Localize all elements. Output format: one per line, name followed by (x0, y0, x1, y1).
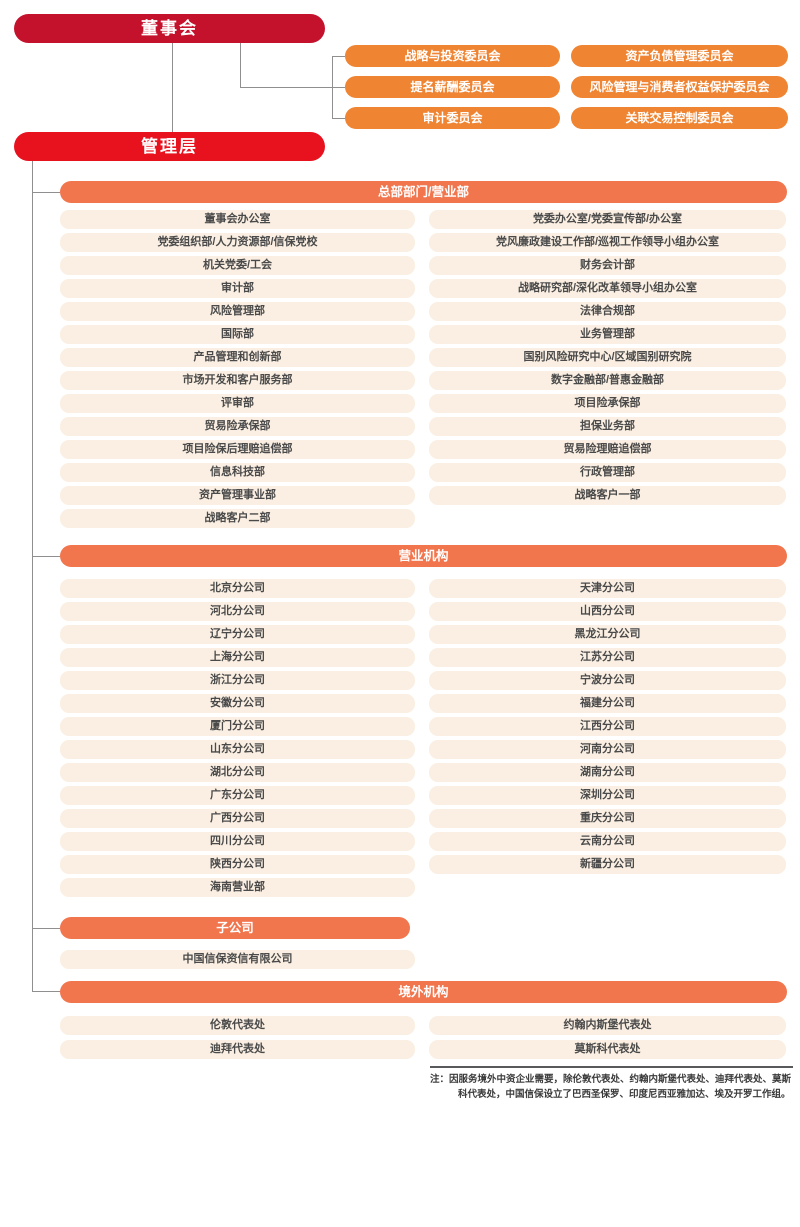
org-item-box: 约翰内斯堡代表处 (429, 1016, 786, 1035)
org-item-box: 风险管理部 (60, 302, 415, 321)
org-item-box: 深圳分公司 (429, 786, 786, 805)
org-item-box: 福建分公司 (429, 694, 786, 713)
committee-row1-stub-line (332, 56, 345, 57)
org-item-box: 财务会计部 (429, 256, 786, 275)
org-item-box: 北京分公司 (60, 579, 415, 598)
org-item-box: 山东分公司 (60, 740, 415, 759)
org-item-box: 云南分公司 (429, 832, 786, 851)
board-committees-drop-line (240, 43, 241, 87)
org-item-box: 江苏分公司 (429, 648, 786, 667)
org-item-box: 董事会办公室 (60, 210, 415, 229)
org-item-box: 国别风险研究中心/区域国别研究院 (429, 348, 786, 367)
committee-box: 提名薪酬委员会 (345, 76, 560, 98)
org-item-box: 市场开发和客户服务部 (60, 371, 415, 390)
org-item-box: 安徽分公司 (60, 694, 415, 713)
committee-row3-stub-line (332, 118, 345, 119)
org-item-box: 担保业务部 (429, 417, 786, 436)
board-committees-horizontal-line (240, 87, 345, 88)
org-item-box: 资产管理事业部 (60, 486, 415, 505)
org-item-box: 党委组织部/人力资源部/信保党校 (60, 233, 415, 252)
hq-right-column: 党委办公室/党委宣传部/办公室 党风廉政建设工作部/巡视工作领导小组办公室 财务会计… (429, 210, 786, 505)
org-item-box: 河南分公司 (429, 740, 786, 759)
org-item-box: 厦门分公司 (60, 717, 415, 736)
board-box: 董事会 (14, 14, 325, 43)
org-item-box: 数字金融部/普惠金融部 (429, 371, 786, 390)
org-item-box: 宁波分公司 (429, 671, 786, 690)
trunk-line (32, 160, 33, 992)
org-item-box: 战略客户一部 (429, 486, 786, 505)
footnote-divider (430, 1066, 793, 1068)
org-item-box: 贸易险承保部 (60, 417, 415, 436)
section-overseas: 境外机构 伦敦代表处迪拜代表处 约翰内斯堡代表处 莫斯科代表处 (60, 981, 787, 1061)
org-item-box: 中国信保资信有限公司 (60, 950, 415, 969)
org-item-box: 国际部 (60, 325, 415, 344)
org-item-box: 河北分公司 (60, 602, 415, 621)
section-branches-header: 营业机构 (60, 545, 787, 567)
branches-left-column: 北京分公司河北分公司辽宁分公司上海分公司浙江分公司安徽分公司厦门分公司山东分公司… (60, 579, 415, 897)
section-subsidiaries-header: 子公司 (60, 917, 410, 939)
overseas-stub-line (32, 991, 60, 992)
org-item-box: 迪拜代表处 (60, 1040, 415, 1059)
org-item-box: 机关党委/工会 (60, 256, 415, 275)
committee-box: 风险管理与消费者权益保护委员会 (571, 76, 788, 98)
org-item-box: 审计部 (60, 279, 415, 298)
org-item-box: 黑龙江分公司 (429, 625, 786, 644)
org-item-box: 天津分公司 (429, 579, 786, 598)
org-item-box: 上海分公司 (60, 648, 415, 667)
committee-box: 资产负债管理委员会 (571, 45, 788, 67)
org-item-box: 海南营业部 (60, 878, 415, 897)
committee-box: 审计委员会 (345, 107, 560, 129)
org-item-box: 行政管理部 (429, 463, 786, 482)
org-item-box: 广东分公司 (60, 786, 415, 805)
footnote-body: 因服务境外中资企业需要，除伦敦代表处、约翰内斯堡代表处、迪拜代表处、莫斯科代表处… (449, 1074, 792, 1100)
footnote-prefix: 注： (430, 1074, 450, 1085)
org-item-box: 信息科技部 (60, 463, 415, 482)
org-item-box: 重庆分公司 (429, 809, 786, 828)
subsidiaries-stub-line (32, 928, 60, 929)
org-item-box: 山西分公司 (429, 602, 786, 621)
org-item-box: 伦敦代表处 (60, 1016, 415, 1035)
org-item-box: 战略研究部/深化改革领导小组办公室 (429, 279, 786, 298)
management-box: 管理层 (14, 132, 325, 161)
org-item-box: 陕西分公司 (60, 855, 415, 874)
branches-stub-line (32, 556, 60, 557)
org-item-box: 战略客户二部 (60, 509, 415, 528)
org-item-box: 党委办公室/党委宣传部/办公室 (429, 210, 786, 229)
org-item-box: 广西分公司 (60, 809, 415, 828)
hq-left-column: 董事会办公室 党委组织部/人力资源部/信保党校 机关党委/工会 审计部风险管理部国际部… (60, 210, 415, 528)
committee-box: 关联交易控制委员会 (571, 107, 788, 129)
org-item-box: 新疆分公司 (429, 855, 786, 874)
footnote-text: 注：因服务境外中资企业需要，除伦敦代表处、约翰内斯堡代表处、迪拜代表处、莫斯科代… (430, 1073, 793, 1102)
org-item-box: 业务管理部 (429, 325, 786, 344)
overseas-left-column: 伦敦代表处迪拜代表处 (60, 1016, 415, 1059)
hq-stub-line (32, 192, 60, 193)
org-item-box: 党风廉政建设工作部/巡视工作领导小组办公室 (429, 233, 786, 252)
org-item-box: 贸易险理赔追偿部 (429, 440, 786, 459)
org-item-box: 项目险承保部 (429, 394, 786, 413)
branches-right-column: 天津分公司山西分公司黑龙江分公司 江苏分公司宁波分公司福建分公司江西分公司河南分公… (429, 579, 786, 874)
footnote: 注：因服务境外中资企业需要，除伦敦代表处、约翰内斯堡代表处、迪拜代表处、莫斯科代… (430, 1066, 793, 1102)
org-item-box: 产品管理和创新部 (60, 348, 415, 367)
org-item-box: 评审部 (60, 394, 415, 413)
subsidiaries-left-column: 中国信保资信有限公司 (60, 950, 415, 969)
org-item-box: 法律合规部 (429, 302, 786, 321)
org-item-box: 湖北分公司 (60, 763, 415, 782)
org-item-box: 江西分公司 (429, 717, 786, 736)
org-item-box: 湖南分公司 (429, 763, 786, 782)
section-hq-header: 总部部门/营业部 (60, 181, 787, 203)
section-hq: 总部部门/营业部 董事会办公室 党委组织部/人力资源部/信保党校 机关党委/工会 审计… (60, 181, 787, 531)
org-item-box: 四川分公司 (60, 832, 415, 851)
board-management-line (172, 43, 173, 133)
section-overseas-header: 境外机构 (60, 981, 787, 1003)
section-subsidiaries: 子公司 中国信保资信有限公司 (60, 917, 787, 972)
org-item-box: 项目险保后理赔追偿部 (60, 440, 415, 459)
committee-box: 战略与投资委员会 (345, 45, 560, 67)
committees-bracket-line (332, 56, 333, 118)
org-item-box: 浙江分公司 (60, 671, 415, 690)
org-item-box: 辽宁分公司 (60, 625, 415, 644)
overseas-right-column: 约翰内斯堡代表处 莫斯科代表处 (429, 1016, 786, 1059)
org-item-box: 莫斯科代表处 (429, 1040, 786, 1059)
section-branches: 营业机构 北京分公司河北分公司辽宁分公司上海分公司浙江分公司安徽分公司厦门分公司… (60, 545, 787, 900)
